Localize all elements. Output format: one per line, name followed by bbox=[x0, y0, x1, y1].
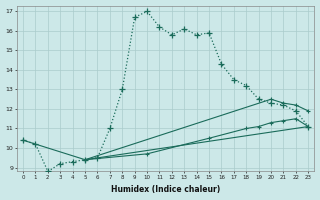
X-axis label: Humidex (Indice chaleur): Humidex (Indice chaleur) bbox=[111, 185, 220, 194]
